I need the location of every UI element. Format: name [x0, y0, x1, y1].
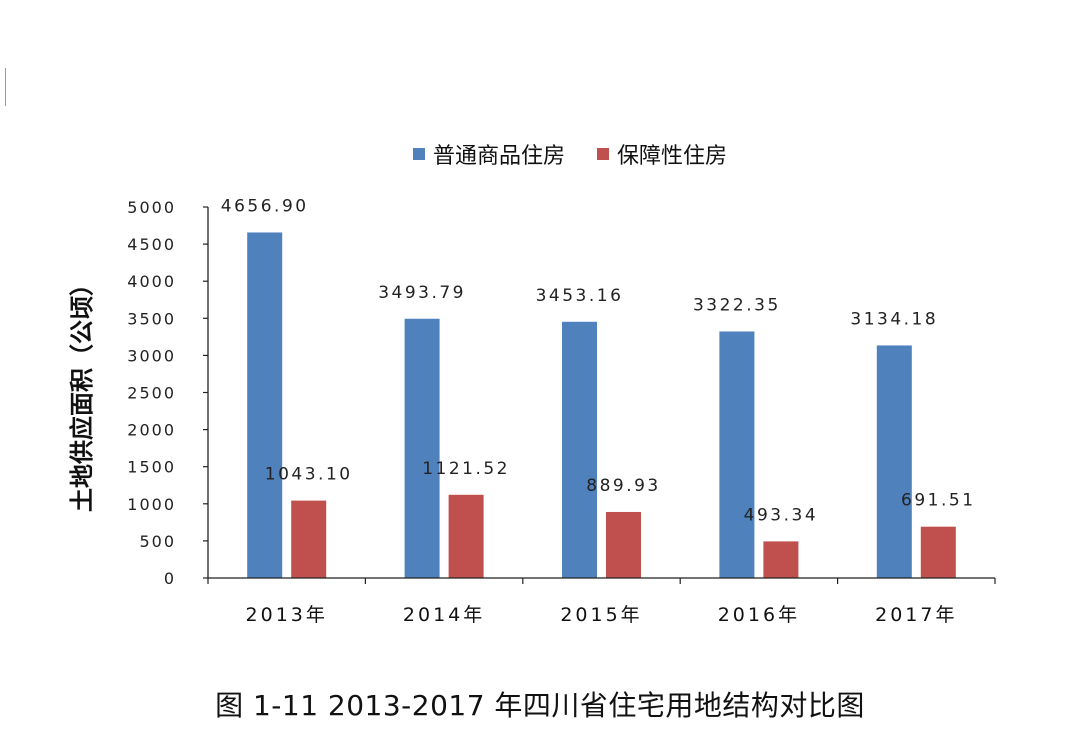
y-tick-label: 2000 [127, 421, 176, 440]
bar [920, 526, 956, 578]
x-axis-ticks: 2013年 2014年 2015年 2016年 2017年 [207, 578, 996, 626]
bars [247, 232, 956, 579]
legend-label: 保障性住房 [617, 144, 727, 169]
legend-swatch [413, 148, 425, 160]
bar [291, 500, 327, 578]
bar [247, 232, 283, 579]
y-axis-ticks: 0 500 1000 1500 2000 2500 3000 3500 4000 4500 5000 [127, 198, 208, 588]
data-label: 1043.10 [265, 465, 353, 485]
bar [404, 318, 440, 578]
y-tick-label: 4000 [127, 272, 176, 291]
legend-label: 普通商品住房 [433, 144, 565, 169]
y-axis-label: 土地供应面积（公顷） [68, 272, 96, 512]
cursor-mark [0, 68, 6, 106]
bar [606, 511, 641, 578]
x-tick-label: 2013年 [246, 604, 328, 626]
x-tick-label: 2016年 [718, 604, 800, 626]
data-label: 3493.79 [378, 283, 466, 303]
y-tick-label: 3000 [127, 346, 176, 365]
legend: 普通商品住房 保障性住房 [413, 144, 727, 169]
data-label: 493.34 [744, 505, 818, 525]
y-tick-label: 1500 [127, 458, 176, 477]
bar-chart: 普通商品住房 保障性住房 土地供应面积（公顷） 0 500 1000 1500 2000 2… [68, 144, 996, 626]
axes [207, 207, 995, 579]
legend-swatch [597, 148, 609, 160]
x-tick-label: 2014年 [403, 604, 485, 626]
y-tick-label: 5000 [127, 198, 176, 217]
data-label: 1121.52 [422, 459, 510, 479]
y-tick-label: 3500 [127, 309, 176, 328]
data-label: 691.51 [901, 491, 975, 511]
y-tick-label: 2500 [127, 384, 176, 403]
bar [876, 345, 912, 578]
figure-caption: 图 1-11 2013-2017 年四川省住宅用地结构对比图 [215, 689, 865, 722]
y-tick-label: 500 [139, 532, 176, 551]
y-tick-label: 1000 [127, 495, 176, 514]
bar [448, 494, 484, 578]
data-label: 3453.16 [536, 286, 624, 306]
x-tick-label: 2017年 [875, 604, 957, 626]
y-tick-label: 0 [164, 569, 176, 588]
bar [763, 541, 799, 578]
data-label: 3134.18 [850, 309, 938, 329]
data-label: 4656.90 [221, 196, 309, 216]
bar [562, 321, 597, 578]
x-tick-label: 2015年 [560, 604, 642, 626]
y-tick-label: 4500 [127, 235, 176, 254]
data-label: 889.93 [586, 476, 660, 496]
data-label: 3322.35 [693, 295, 781, 315]
data-labels: 4656.90 1043.10 3493.79 1121.52 3453.16 889.9… [221, 196, 975, 525]
bar [719, 331, 755, 578]
